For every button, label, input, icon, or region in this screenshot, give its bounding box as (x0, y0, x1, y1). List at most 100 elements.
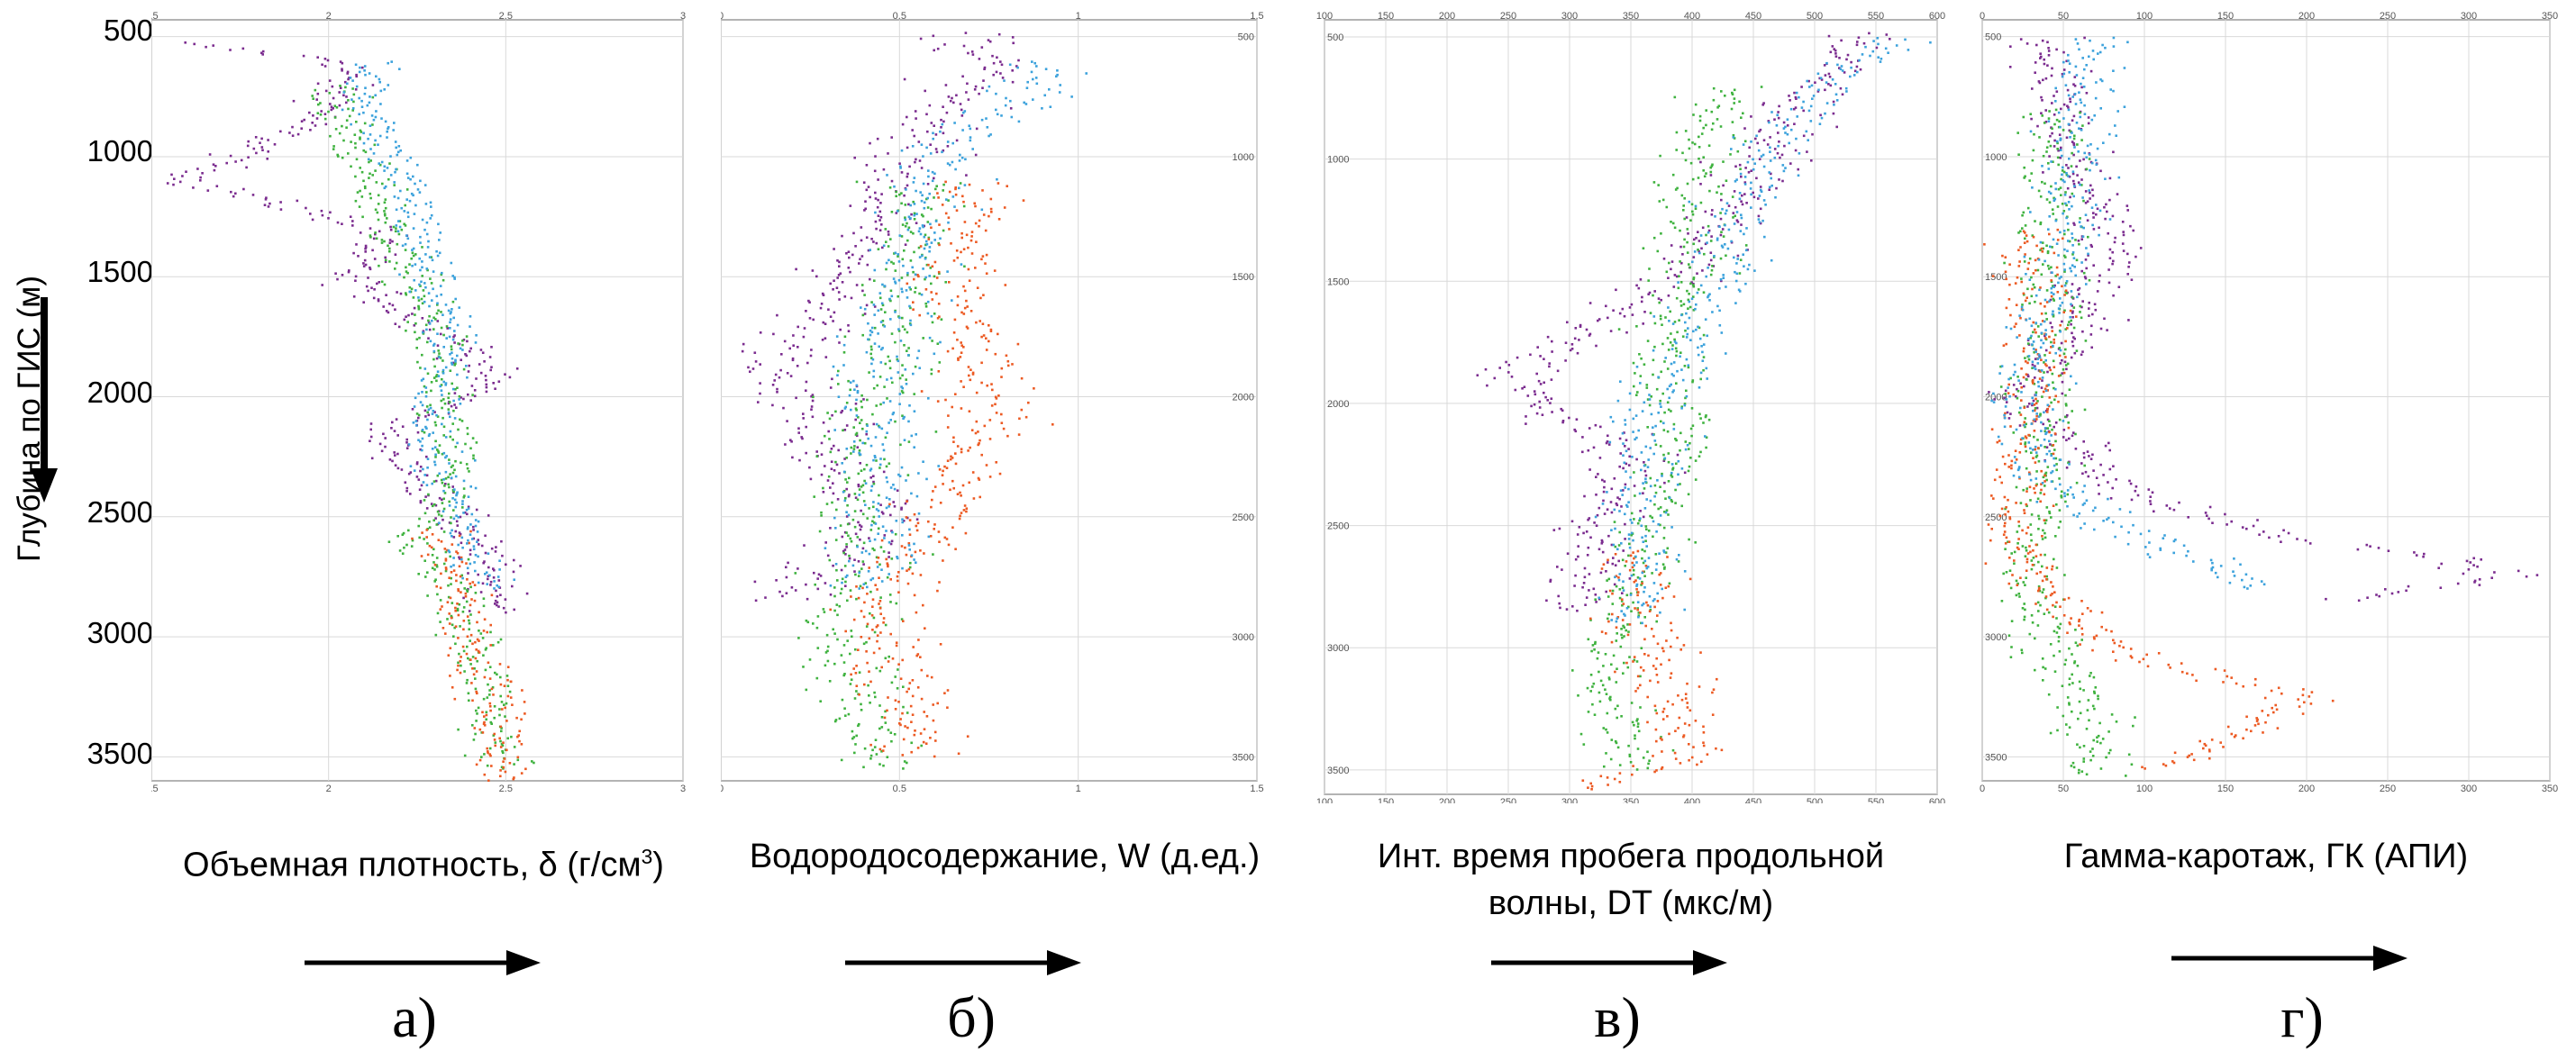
data-point (386, 130, 388, 133)
data-point (448, 504, 451, 507)
data-point (899, 677, 903, 680)
data-point (441, 498, 443, 502)
data-point (843, 429, 847, 431)
data-point (433, 460, 436, 464)
data-point (1705, 172, 1707, 175)
data-point (978, 92, 980, 95)
data-point (2055, 118, 2059, 122)
data-point (974, 153, 978, 157)
data-point (396, 230, 400, 233)
data-point (444, 456, 447, 459)
data-point (279, 208, 283, 211)
data-point (1698, 146, 1701, 149)
data-point (1719, 217, 1723, 221)
data-point (860, 525, 863, 528)
data-point (854, 648, 857, 651)
data-point (1779, 156, 1781, 159)
data-point (1636, 686, 1640, 690)
data-point (1654, 553, 1658, 556)
data-point (1652, 181, 1656, 184)
data-point (1638, 492, 1642, 495)
data-point (1002, 427, 1006, 430)
series-purple (741, 32, 1020, 603)
data-point (994, 403, 997, 406)
data-point (1648, 610, 1652, 612)
data-point (438, 239, 441, 241)
data-point (1662, 550, 1666, 554)
data-point (858, 488, 861, 491)
data-point (371, 95, 375, 99)
data-point (1666, 401, 1670, 404)
data-point (866, 398, 869, 402)
data-point (938, 315, 941, 318)
depth-tick-label: 500 (103, 14, 153, 47)
data-point (1637, 612, 1641, 614)
data-point (2044, 109, 2047, 112)
data-point (926, 312, 930, 315)
data-point (977, 443, 979, 447)
data-point (1601, 684, 1605, 687)
data-point (2208, 505, 2212, 509)
data-point (1628, 755, 1632, 757)
data-point (2050, 74, 2053, 77)
data-point (963, 289, 967, 293)
data-point (901, 386, 905, 390)
data-point (434, 503, 438, 507)
data-point (1588, 302, 1592, 304)
data-point (831, 501, 833, 504)
data-point (1523, 385, 1526, 388)
data-point (894, 311, 897, 313)
data-point (854, 573, 857, 576)
data-point (833, 516, 836, 520)
data-point (949, 488, 951, 492)
data-point (1033, 61, 1036, 65)
data-point (2089, 333, 2093, 336)
data-point (980, 381, 983, 385)
data-point (1677, 694, 1679, 697)
data-point (882, 323, 885, 327)
data-point (1610, 663, 1613, 666)
data-point (991, 388, 994, 392)
data-point (1687, 232, 1689, 235)
data-point (1699, 201, 1703, 204)
data-point (1651, 516, 1653, 520)
data-point (459, 418, 461, 421)
data-point (444, 366, 448, 369)
data-point (1633, 385, 1635, 388)
data-point (410, 287, 414, 291)
data-point (1784, 131, 1787, 134)
data-point (844, 630, 847, 633)
data-point (857, 648, 860, 651)
data-point (966, 305, 969, 308)
data-point (447, 411, 451, 414)
data-point (1734, 279, 1738, 283)
data-point (1768, 171, 1770, 174)
data-point (880, 666, 883, 669)
data-point (1631, 456, 1634, 458)
data-point (925, 242, 929, 246)
data-point (438, 472, 441, 476)
data-point (430, 213, 433, 217)
data-point (364, 73, 367, 77)
data-point (1698, 158, 1700, 160)
data-point (968, 183, 971, 186)
data-point (479, 632, 483, 635)
data-point (930, 122, 933, 124)
data-point (1476, 374, 1479, 376)
data-point (489, 720, 493, 724)
data-point (1707, 224, 1710, 228)
data-point (1669, 310, 1671, 313)
data-point (2126, 273, 2129, 276)
data-point (885, 557, 887, 561)
data-point (885, 506, 888, 510)
data-point (946, 270, 949, 273)
data-point (915, 433, 917, 436)
data-point (951, 526, 954, 529)
data-point (1675, 557, 1679, 561)
data-point (436, 448, 439, 451)
data-point (1613, 477, 1616, 480)
data-point (1684, 440, 1688, 443)
data-point (1607, 676, 1611, 679)
data-point (435, 564, 439, 566)
data-point (2040, 55, 2043, 59)
